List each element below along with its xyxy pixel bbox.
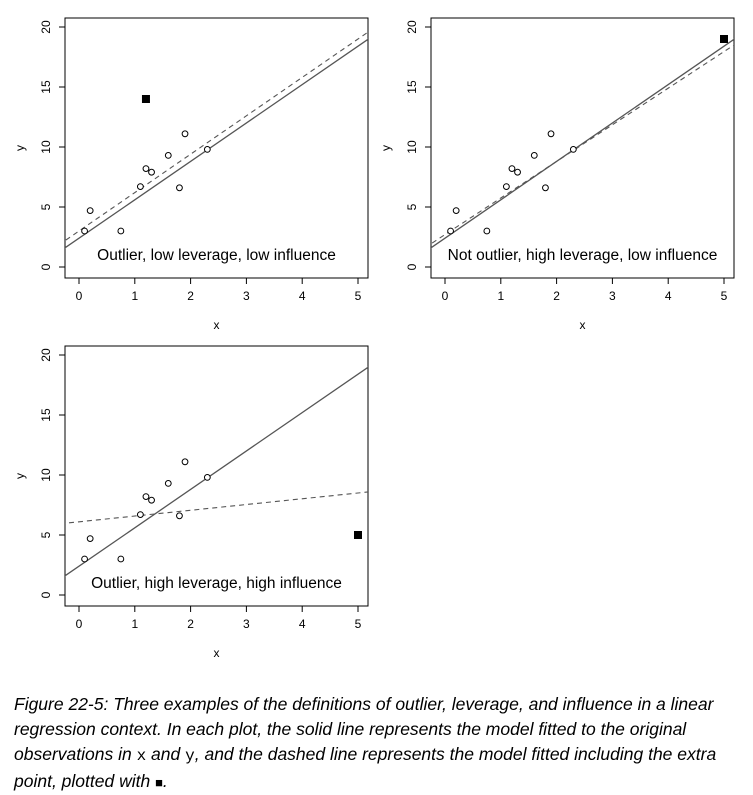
x-tick-label: 1	[131, 617, 138, 631]
x-tick-label: 5	[355, 289, 362, 303]
dashed-fit-line	[65, 31, 368, 242]
y-tick-label: 0	[405, 263, 419, 270]
data-point	[502, 183, 510, 191]
data-point	[81, 227, 88, 235]
y-tick-label: 10	[39, 468, 53, 482]
title-background	[87, 574, 346, 593]
data-point	[142, 493, 150, 501]
y-tick-label: 10	[39, 140, 53, 154]
y-tick-label: 5	[405, 203, 419, 210]
plot-frame	[430, 17, 735, 279]
data-point	[483, 227, 491, 235]
x-tick-label: 1	[131, 289, 138, 303]
x-axis-label: x	[214, 318, 220, 332]
plot-frame	[64, 17, 369, 279]
data-point	[452, 207, 460, 215]
y-tick-label: 15	[39, 80, 53, 94]
solid-fit-line	[65, 38, 368, 249]
plot-frame	[64, 345, 369, 607]
data-point	[86, 207, 94, 215]
caption-text: Figure 22-5: Three examples of the defin…	[14, 693, 714, 764]
panel-2: 0 1 2 3 4 5 0 5 10 15 20 x y Not outlier, high levera…	[379, 17, 735, 332]
panel-3: 0 1 2 3 4 5 0 5 10 15 20 x y Outlier, high leverage, …	[13, 345, 369, 660]
data-point	[530, 152, 538, 159]
y-tick-label: 5	[39, 203, 53, 210]
data-point	[142, 165, 150, 173]
dashed-fit-line	[431, 44, 734, 245]
y-tick-label: 15	[39, 408, 53, 422]
data-point	[117, 555, 125, 563]
extra-point	[720, 35, 728, 43]
x-tick-label: 3	[243, 289, 250, 303]
x-tick-label: 3	[243, 617, 250, 631]
data-point	[176, 512, 183, 520]
title-background	[93, 246, 340, 265]
extra-point	[354, 531, 362, 539]
x-tick-label: 2	[187, 289, 194, 303]
y-tick-label: 20	[405, 20, 419, 34]
solid-fit-line	[431, 38, 734, 249]
x-tick-label: 5	[721, 289, 728, 303]
y-tick-label: 20	[39, 20, 53, 34]
data-point	[86, 535, 94, 543]
x-axis-label: x	[580, 318, 586, 332]
data-point	[203, 474, 211, 481]
x-tick-label: 0	[76, 617, 83, 631]
data-point	[181, 130, 189, 138]
data-point	[164, 480, 172, 487]
data-point	[514, 168, 521, 176]
data-point	[181, 458, 189, 466]
y-tick-label: 5	[39, 531, 53, 538]
data-point	[176, 184, 183, 192]
title-background	[443, 246, 722, 265]
x-tick-label: 2	[553, 289, 560, 303]
data-point	[148, 496, 155, 504]
y-axis-label: y	[379, 145, 393, 151]
panel-1: 0 1 2 3 4 5 0 5 10 15 20 x y Outlier, low leverage, l…	[13, 17, 369, 332]
solid-fit-line	[65, 366, 368, 577]
data-point	[203, 146, 211, 153]
panel-title: Outlier, low leverage, low influence	[97, 247, 336, 264]
caption-x-var: x	[136, 746, 147, 765]
data-point	[447, 227, 454, 235]
figure-caption: Figure 22-5: Three examples of the defin…	[14, 692, 746, 795]
x-tick-label: 4	[299, 289, 306, 303]
data-point	[81, 555, 88, 563]
dashed-fit-line	[65, 491, 368, 524]
x-tick-label: 3	[609, 289, 616, 303]
y-axis-label: y	[13, 145, 27, 151]
data-point	[117, 227, 125, 235]
caption-and: and	[146, 743, 186, 764]
y-tick-label: 0	[39, 591, 53, 598]
x-tick-label: 4	[299, 617, 306, 631]
x-tick-label: 4	[665, 289, 672, 303]
panel-title: Outlier, high leverage, high influence	[91, 575, 342, 592]
y-tick-label: 0	[39, 263, 53, 270]
y-tick-label: 20	[39, 348, 53, 362]
data-point	[148, 168, 155, 176]
caption-period: .	[162, 770, 168, 791]
x-tick-label: 0	[442, 289, 449, 303]
panel-title: Not outlier, high leverage, low influenc…	[448, 247, 718, 264]
caption-square-symbol: ■	[155, 774, 163, 790]
data-point	[542, 184, 549, 192]
data-point	[508, 165, 516, 173]
data-point	[569, 146, 577, 153]
x-axis-label: x	[214, 646, 220, 660]
y-tick-label: 10	[405, 140, 419, 154]
x-tick-label: 5	[355, 617, 362, 631]
y-tick-label: 15	[405, 80, 419, 94]
caption-y-var: y	[185, 746, 195, 765]
data-point	[136, 511, 144, 519]
x-tick-label: 1	[497, 289, 504, 303]
data-point	[547, 130, 555, 138]
y-axis-label: y	[13, 473, 27, 479]
data-point	[164, 152, 172, 159]
x-tick-label: 2	[187, 617, 194, 631]
data-point	[136, 183, 144, 191]
extra-point	[141, 95, 150, 103]
x-tick-label: 0	[76, 289, 83, 303]
